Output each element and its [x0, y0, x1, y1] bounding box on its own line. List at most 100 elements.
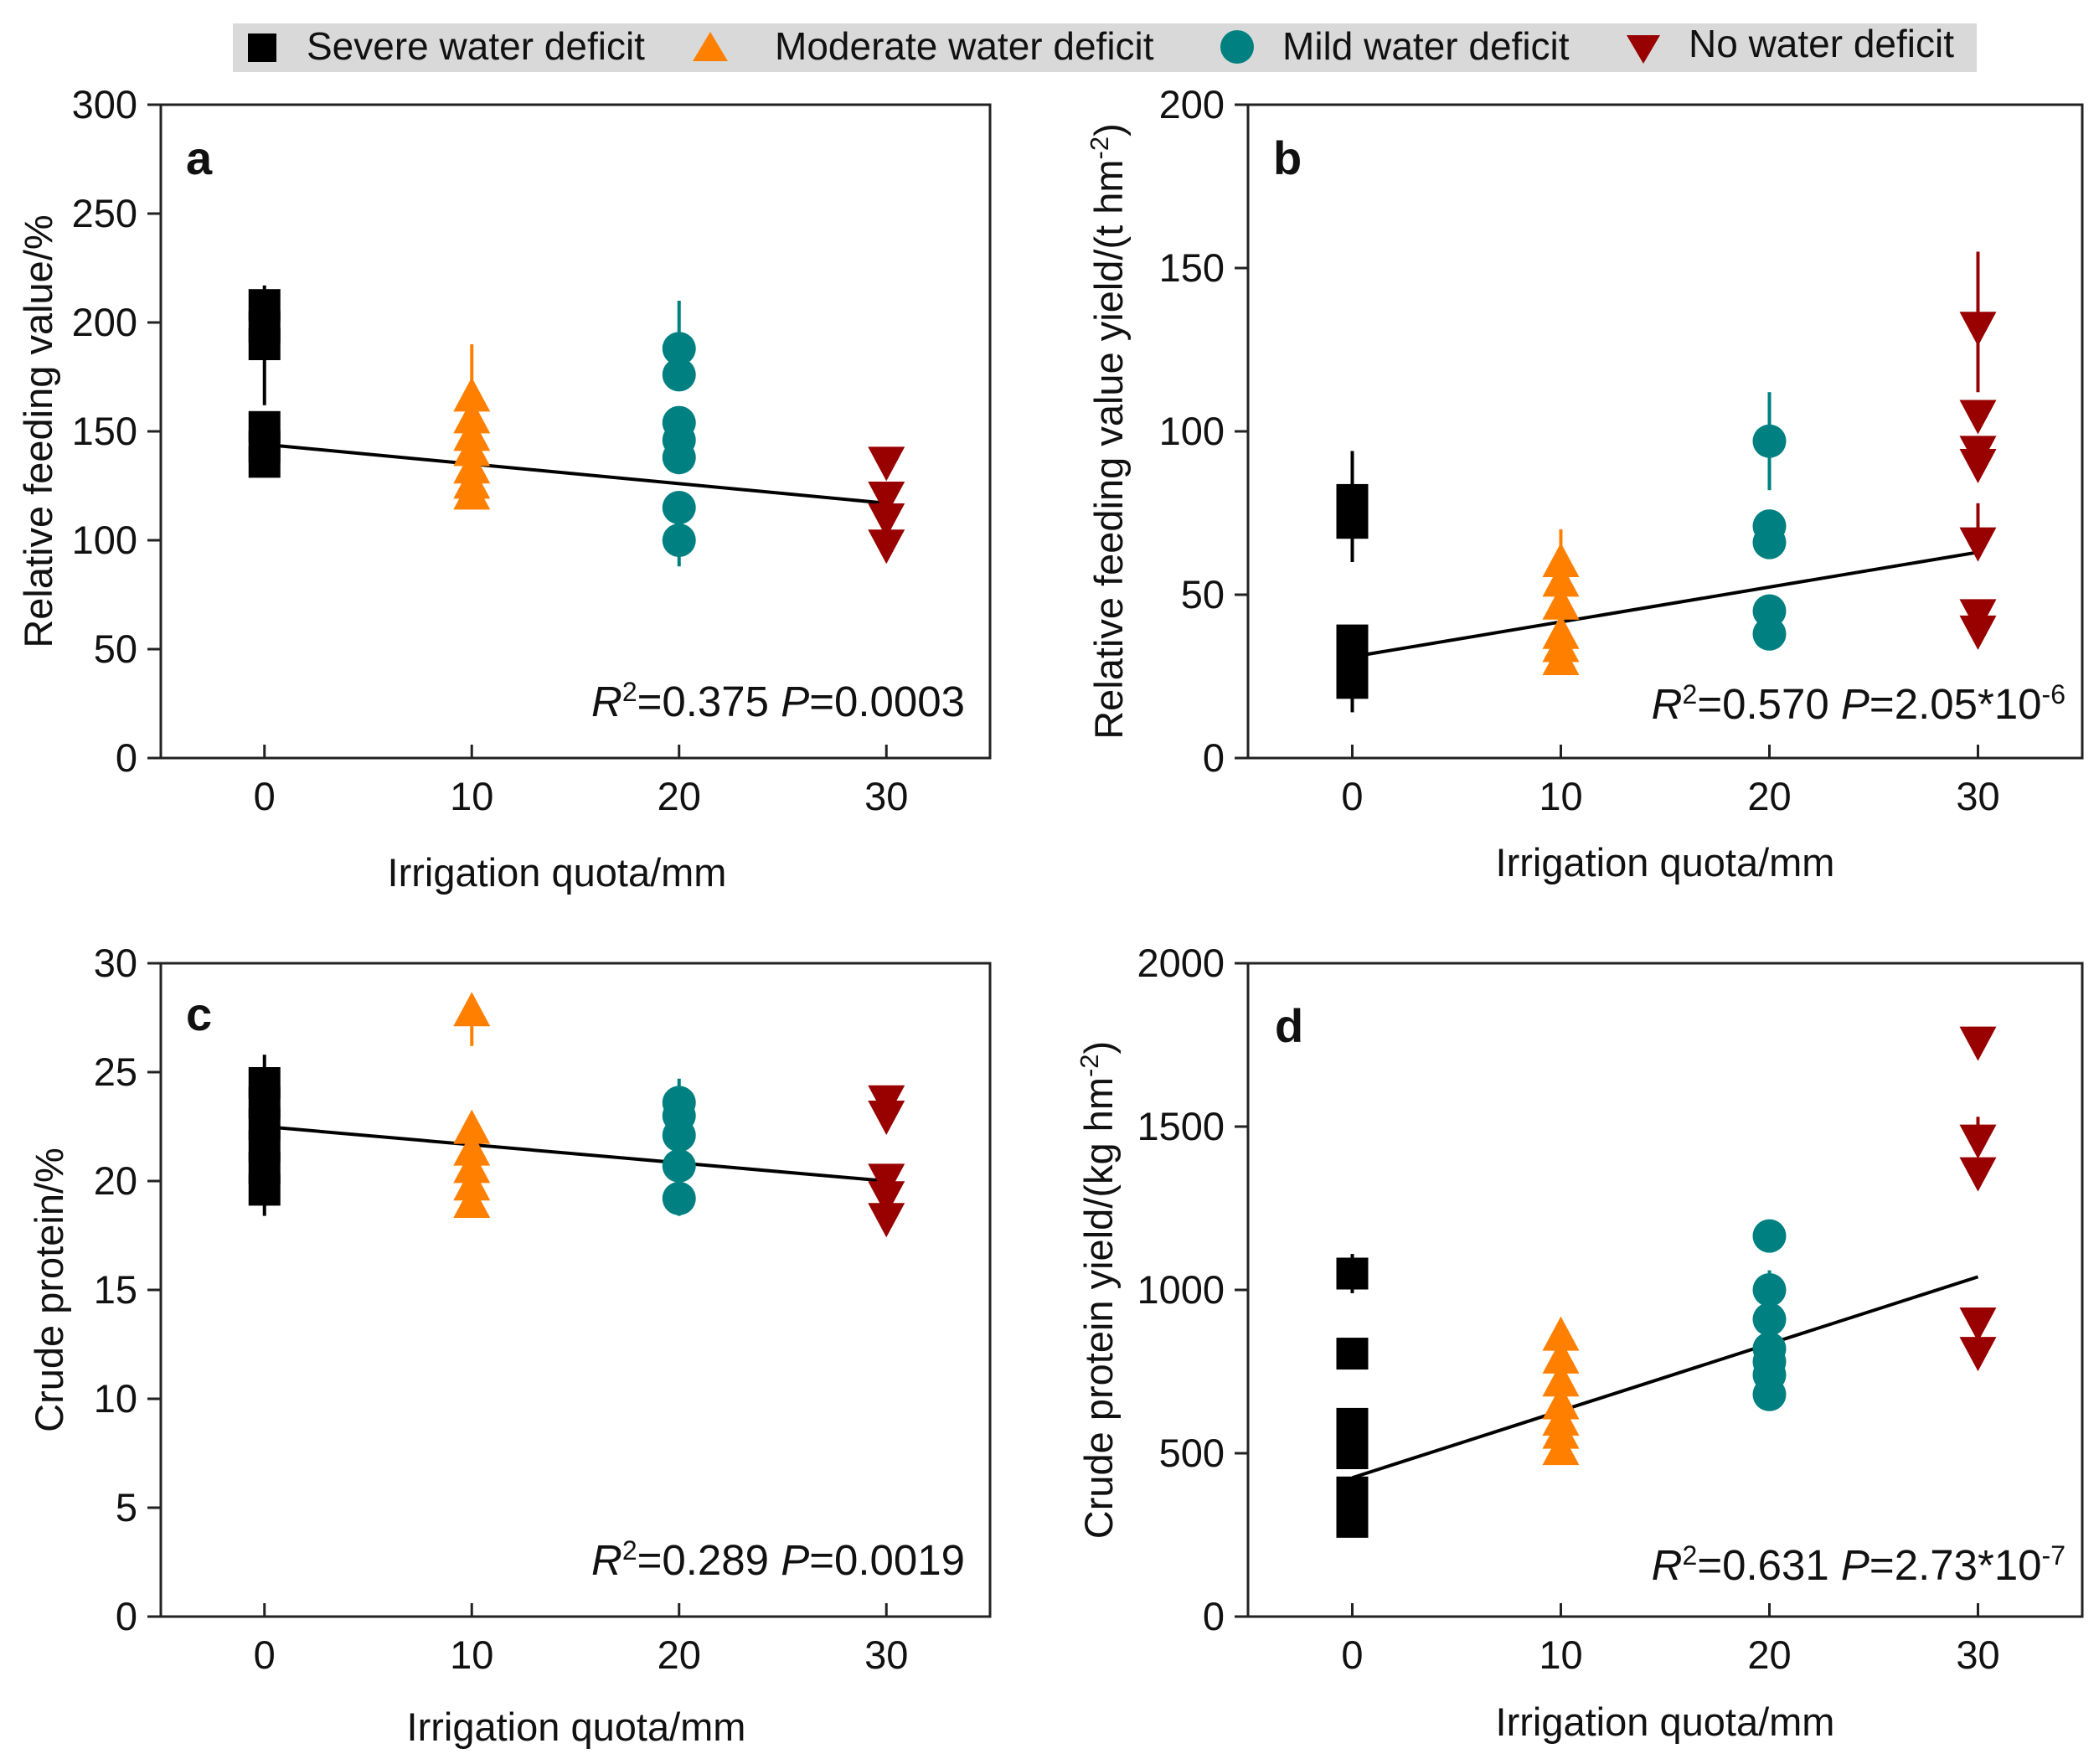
point-none — [868, 446, 905, 482]
point-severe — [1336, 1257, 1369, 1290]
x-tick-label: 0 — [254, 1632, 276, 1677]
point-mild — [662, 1181, 696, 1215]
point-none — [868, 1101, 905, 1135]
point-mild — [662, 332, 696, 366]
x-tick-label: 20 — [658, 774, 701, 818]
point-mild — [662, 524, 696, 557]
p-value: =2.73*10 — [1870, 1541, 2042, 1589]
point-none — [868, 529, 905, 565]
point-none — [1959, 1337, 1997, 1372]
r2-value: =0.375 — [637, 678, 781, 725]
x-tick-label: 30 — [1956, 1632, 1999, 1677]
p-value: =0.0019 — [809, 1536, 965, 1584]
panel-a: 0 50 100 150 200 250 300 0 10 20 30 a R2=0.375 P=… — [16, 82, 992, 895]
legend-square-marker — [248, 34, 276, 62]
y-tick-label: 0 — [116, 1594, 137, 1638]
legend-item-mild: Mild water deficit — [1220, 24, 1570, 68]
point-mild — [1752, 525, 1787, 560]
y-axis-title: Crude protein/% — [27, 1148, 71, 1432]
p-symbol: P — [781, 678, 809, 725]
y-tick-label: 1000 — [1137, 1267, 1225, 1312]
point-none — [1959, 615, 1997, 650]
point-none — [1959, 1308, 1997, 1342]
r2-symbol: R — [591, 678, 622, 725]
y-tick-label: 150 — [72, 409, 137, 453]
y-axis-title-main: Relative feeding value yield/(t hm — [1086, 159, 1131, 739]
x-tick-label: 30 — [864, 774, 908, 818]
stats-annotation: R2=0.375 P=0.0003 — [591, 677, 965, 725]
point-mild — [1752, 1219, 1787, 1253]
point-mild — [1752, 1377, 1787, 1411]
point-moderate — [1542, 543, 1580, 577]
point-moderate — [453, 475, 491, 510]
x-tick-label: 0 — [1341, 774, 1363, 818]
x-tick-label: 10 — [450, 1632, 493, 1677]
y-tick-label: 500 — [1159, 1431, 1225, 1475]
y-tick-label: 30 — [94, 941, 137, 985]
p-superscript: -6 — [2042, 679, 2065, 709]
point-none — [1959, 527, 1997, 562]
y-tick-label: 2000 — [1137, 941, 1225, 985]
point-moderate — [1542, 1316, 1580, 1351]
y-tick-label: 100 — [1159, 409, 1225, 453]
p-symbol: P — [1841, 1541, 1870, 1589]
fit-line — [1352, 550, 1978, 659]
point-mild — [1752, 616, 1787, 651]
r2-superscript: 2 — [1683, 1540, 1698, 1571]
point-moderate — [453, 431, 491, 467]
y-axis-title-main: Crude protein yield/(kg hm — [1076, 1077, 1121, 1539]
stats-annotation: R2=0.570 P=2.05*10-6 — [1652, 679, 2065, 728]
point-moderate — [453, 1131, 491, 1166]
y-tick-label: 150 — [1159, 245, 1225, 290]
point-mild — [1752, 1302, 1787, 1337]
point-severe — [1336, 1505, 1369, 1538]
point-moderate — [453, 992, 491, 1027]
point-mild — [1752, 1273, 1787, 1307]
point-mild — [662, 491, 696, 524]
x-tick-label: 0 — [1341, 1632, 1363, 1677]
y-tick-label: 15 — [94, 1267, 137, 1312]
legend-triangle-up-marker — [693, 32, 728, 61]
point-mild — [1752, 424, 1787, 458]
point-moderate — [1542, 585, 1580, 620]
r2-symbol: R — [1652, 680, 1683, 728]
point-none — [1959, 400, 1997, 435]
point-moderate — [453, 1166, 491, 1201]
x-tick-label: 10 — [1539, 1632, 1582, 1677]
r2-value: =0.570 — [1697, 680, 1841, 728]
panel-letter: d — [1275, 999, 1303, 1052]
legend-item-none: No water deficit — [1627, 22, 1954, 65]
y-tick-label: 50 — [1181, 572, 1225, 616]
y-tick-label: 250 — [72, 191, 137, 235]
y-axis-title-superscript: -2 — [1075, 1054, 1104, 1077]
x-tick-label: 20 — [1747, 1632, 1791, 1677]
y-axis-title: Relative feeding value/% — [16, 214, 60, 647]
point-none — [868, 1181, 905, 1216]
x-tick-label: 30 — [864, 1632, 908, 1677]
r2-superscript: 2 — [622, 677, 637, 707]
legend-label-none: No water deficit — [1689, 22, 1954, 65]
point-moderate — [453, 399, 491, 434]
point-moderate — [453, 1148, 491, 1184]
r2-superscript: 2 — [1683, 679, 1698, 709]
point-severe — [1336, 667, 1369, 699]
panel-c: 0 5 10 15 20 25 30 0 10 20 30 c R2=0.289 P=0.0019… — [27, 941, 992, 1749]
p-value: =2.05*10 — [1870, 680, 2042, 728]
x-tick-label: 30 — [1956, 774, 1999, 818]
point-moderate — [1542, 1338, 1580, 1374]
point-mild — [662, 358, 696, 392]
p-value: =0.0003 — [809, 678, 965, 725]
x-axis-title: Irrigation quota/mm — [388, 850, 727, 895]
point-severe — [248, 1173, 281, 1206]
legend-item-moderate: Moderate water deficit — [693, 24, 1154, 68]
point-moderate — [1542, 1362, 1580, 1397]
stats-annotation: R2=0.289 P=0.0019 — [591, 1535, 965, 1584]
legend-triangle-down-marker — [1627, 35, 1660, 64]
x-axis-title: Irrigation quota/mm — [1496, 840, 1835, 885]
point-moderate — [1542, 1431, 1580, 1466]
y-axis-title-end: ) — [1076, 1041, 1121, 1055]
point-none — [868, 1163, 905, 1199]
y-axis-title-superscript: -2 — [1085, 137, 1114, 160]
plot-frame — [1246, 103, 2084, 760]
